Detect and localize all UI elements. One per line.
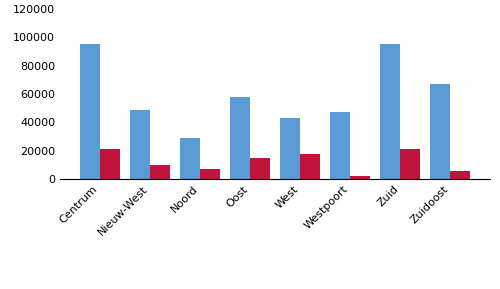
Bar: [200, 168, 220, 179]
Bar: [250, 158, 270, 179]
Bar: [100, 149, 119, 179]
Bar: [450, 171, 470, 179]
Bar: [300, 154, 320, 179]
Bar: [180, 138, 200, 179]
Bar: [380, 44, 400, 179]
Bar: [280, 118, 300, 179]
Bar: [400, 149, 420, 179]
Bar: [130, 110, 150, 179]
Bar: [230, 97, 250, 179]
Bar: [330, 112, 350, 179]
Bar: [430, 84, 450, 179]
Bar: [150, 165, 170, 179]
Bar: [350, 176, 370, 179]
Bar: [80, 44, 100, 179]
